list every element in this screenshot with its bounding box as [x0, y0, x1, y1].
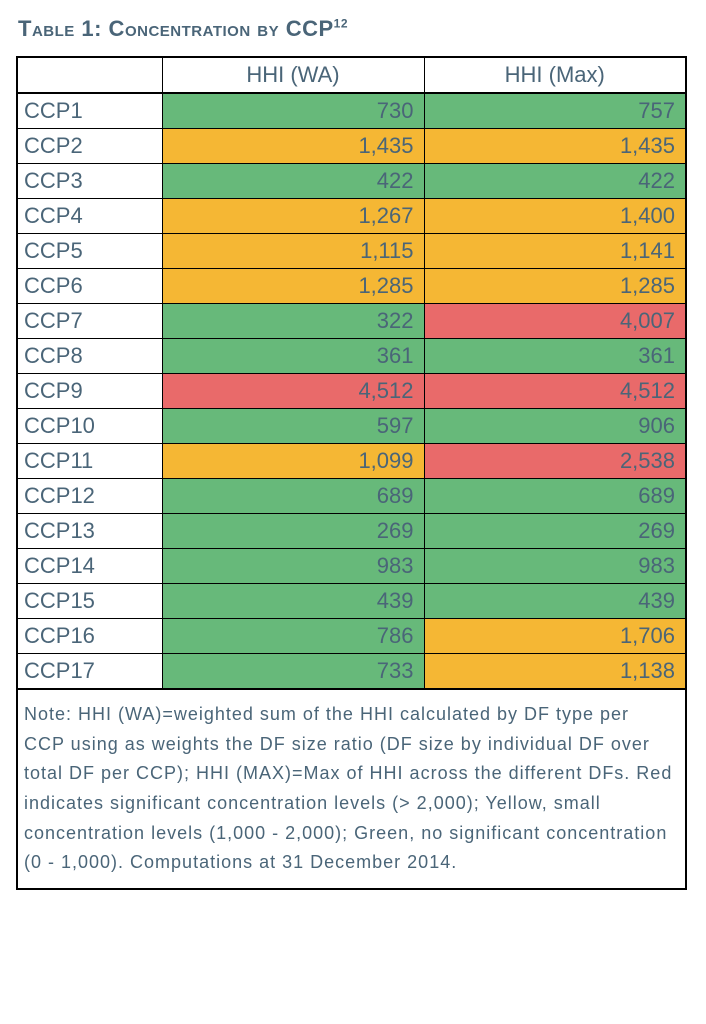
row-label: CCP1 [17, 93, 162, 129]
cell-hhi-wa: 4,512 [162, 374, 424, 409]
table-row: CCP61,2851,285 [17, 269, 686, 304]
cell-hhi-max: 4,512 [424, 374, 686, 409]
row-label: CCP14 [17, 549, 162, 584]
cell-hhi-wa: 786 [162, 619, 424, 654]
row-label: CCP5 [17, 234, 162, 269]
cell-hhi-wa: 1,267 [162, 199, 424, 234]
header-hhi-wa: HHI (WA) [162, 57, 424, 93]
table-row: CCP41,2671,400 [17, 199, 686, 234]
cell-hhi-wa: 422 [162, 164, 424, 199]
cell-hhi-max: 439 [424, 584, 686, 619]
table-title-text: Table 1: Concentration by CCP [18, 16, 334, 41]
row-label: CCP16 [17, 619, 162, 654]
row-label: CCP17 [17, 654, 162, 690]
row-label: CCP6 [17, 269, 162, 304]
header-row: HHI (WA) HHI (Max) [17, 57, 686, 93]
table-row: CCP167861,706 [17, 619, 686, 654]
cell-hhi-wa: 730 [162, 93, 424, 129]
row-label: CCP9 [17, 374, 162, 409]
header-blank [17, 57, 162, 93]
cell-hhi-wa: 1,099 [162, 444, 424, 479]
cell-hhi-wa: 733 [162, 654, 424, 690]
row-label: CCP10 [17, 409, 162, 444]
cell-hhi-wa: 439 [162, 584, 424, 619]
cell-hhi-max: 269 [424, 514, 686, 549]
table-row: CCP10597906 [17, 409, 686, 444]
row-label: CCP7 [17, 304, 162, 339]
table-note: Note: HHI (WA)=weighted sum of the HHI c… [17, 689, 686, 889]
cell-hhi-max: 422 [424, 164, 686, 199]
table-title-footnote: 12 [334, 17, 348, 31]
table-row: CCP94,5124,512 [17, 374, 686, 409]
table-row: CCP1730757 [17, 93, 686, 129]
cell-hhi-max: 906 [424, 409, 686, 444]
row-label: CCP12 [17, 479, 162, 514]
table-row: CCP177331,138 [17, 654, 686, 690]
row-label: CCP8 [17, 339, 162, 374]
table-row: CCP21,4351,435 [17, 129, 686, 164]
row-label: CCP4 [17, 199, 162, 234]
table-row: CCP8361361 [17, 339, 686, 374]
table-row: CCP111,0992,538 [17, 444, 686, 479]
concentration-table: HHI (WA) HHI (Max) CCP1730757CCP21,4351,… [16, 56, 687, 890]
row-label: CCP15 [17, 584, 162, 619]
table-row: CCP51,1151,141 [17, 234, 686, 269]
cell-hhi-max: 1,435 [424, 129, 686, 164]
header-hhi-max: HHI (Max) [424, 57, 686, 93]
table-row: CCP3422422 [17, 164, 686, 199]
table-row: CCP73224,007 [17, 304, 686, 339]
cell-hhi-max: 689 [424, 479, 686, 514]
cell-hhi-max: 2,538 [424, 444, 686, 479]
cell-hhi-wa: 1,285 [162, 269, 424, 304]
row-label: CCP13 [17, 514, 162, 549]
cell-hhi-wa: 689 [162, 479, 424, 514]
cell-hhi-wa: 983 [162, 549, 424, 584]
row-label: CCP3 [17, 164, 162, 199]
cell-hhi-wa: 269 [162, 514, 424, 549]
cell-hhi-wa: 361 [162, 339, 424, 374]
table-row: CCP14983983 [17, 549, 686, 584]
cell-hhi-wa: 322 [162, 304, 424, 339]
table-title: Table 1: Concentration by CCP12 [18, 16, 690, 42]
cell-hhi-max: 757 [424, 93, 686, 129]
table-row: CCP15439439 [17, 584, 686, 619]
cell-hhi-wa: 1,435 [162, 129, 424, 164]
cell-hhi-max: 1,138 [424, 654, 686, 690]
cell-hhi-max: 1,400 [424, 199, 686, 234]
cell-hhi-max: 1,141 [424, 234, 686, 269]
cell-hhi-max: 1,706 [424, 619, 686, 654]
row-label: CCP11 [17, 444, 162, 479]
cell-hhi-max: 4,007 [424, 304, 686, 339]
cell-hhi-max: 1,285 [424, 269, 686, 304]
row-label: CCP2 [17, 129, 162, 164]
table-row: CCP13269269 [17, 514, 686, 549]
cell-hhi-max: 361 [424, 339, 686, 374]
cell-hhi-max: 983 [424, 549, 686, 584]
cell-hhi-wa: 1,115 [162, 234, 424, 269]
table-row: CCP12689689 [17, 479, 686, 514]
cell-hhi-wa: 597 [162, 409, 424, 444]
